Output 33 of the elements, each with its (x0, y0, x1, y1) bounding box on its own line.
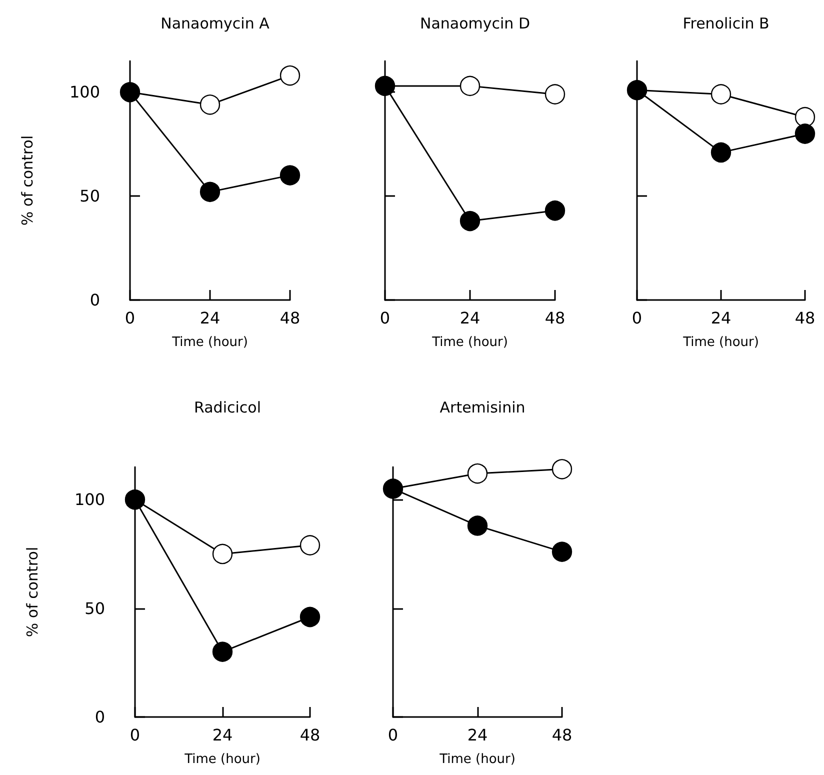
x-tick-label: 24 (200, 308, 220, 328)
x-tick-label: 48 (280, 308, 300, 328)
x-tick-label: 48 (552, 726, 572, 744)
x-tick-label: 24 (467, 726, 488, 744)
x-tick-label: 0 (632, 308, 642, 328)
x-axis-title: Time (hour) (171, 335, 248, 350)
x-axis-title: Time (hour) (682, 335, 759, 350)
chart-title: Nanaomycin D (420, 14, 530, 32)
y-tick-label: 0 (94, 708, 105, 726)
x-tick-label: 24 (212, 726, 233, 744)
y-tick-label: 100 (74, 490, 105, 510)
x-tick-label: 24 (460, 308, 480, 328)
x-tick-label: 0 (388, 726, 398, 744)
chart-title: Artemisinin (440, 398, 526, 416)
y-tick-label: 0 (90, 290, 100, 310)
chart-title: Radicicol (194, 398, 261, 416)
y-tick-label: 50 (84, 598, 105, 618)
x-tick-label: 48 (544, 308, 566, 328)
x-tick-label: 0 (130, 726, 140, 744)
x-tick-label: 0 (380, 308, 390, 328)
x-axis-title: Time (hour) (431, 335, 508, 350)
x-tick-label: 48 (300, 726, 320, 744)
chart-title: Nanaomycin A (160, 14, 270, 32)
y-axis-title: % of control (24, 546, 42, 638)
x-tick-label: 48 (794, 308, 816, 328)
x-tick-label: 0 (124, 308, 136, 328)
y-tick-label: 100 (69, 82, 100, 102)
x-axis-title: Time (hour) (438, 752, 516, 767)
y-tick-label: 50 (80, 186, 100, 206)
x-tick-label: 24 (710, 308, 732, 328)
y-axis-title: % of control (18, 135, 36, 226)
chart-title: Frenolicin B (682, 14, 770, 32)
x-axis-title: Time (hour) (184, 752, 260, 767)
